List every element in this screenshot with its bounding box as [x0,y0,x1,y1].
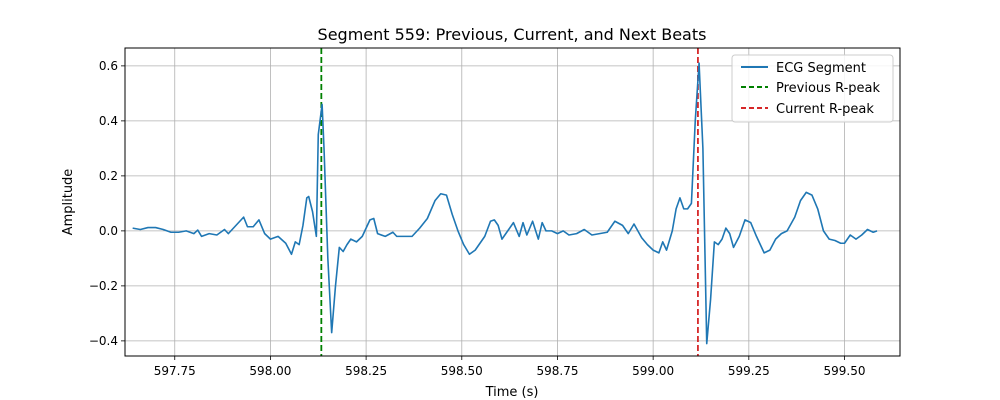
series-lines [132,62,878,345]
y-axis-label: Amplitude [61,169,76,236]
legend-label-ecg-segment: ECG Segment [776,61,866,76]
legend-label-current-r-peak: Current R-peak [776,102,874,117]
y-tick-label: −0.2 [89,279,118,293]
x-axis-label: Time (s) [485,385,539,400]
x-tick-label: 598.75 [536,364,578,378]
y-tick-label: 0.6 [99,59,118,73]
legend: ECG Segment Previous R-peak Current R-pe… [731,54,894,123]
y-axis-ticks: −0.4 −0.2 0.0 0.2 0.4 0.6 [89,59,125,348]
legend-box [731,54,894,123]
x-tick-label: 597.75 [154,364,196,378]
vertical-lines [320,48,699,356]
x-tick-label: 599.00 [632,364,674,378]
x-tick-label: 598.00 [249,364,291,378]
x-tick-label: 599.25 [728,364,770,378]
plot-frame [124,47,901,357]
legend-label-previous-r-peak: Previous R-peak [776,81,880,96]
y-tick-label: −0.4 [89,334,118,348]
y-tick-label: 0.0 [99,224,118,238]
x-axis-ticks: 597.75 598.00 598.25 598.50 598.75 599.00 599.… [154,356,866,378]
chart-title: Segment 559: Previous, Current, and Next… [318,25,707,44]
x-tick-label: 598.50 [441,364,483,378]
series-line-ecg-segment [132,62,878,345]
x-tick-label: 598.25 [345,364,387,378]
y-tick-label: 0.2 [99,169,118,183]
y-tick-label: 0.4 [99,114,118,128]
x-tick-label: 599.50 [824,364,866,378]
